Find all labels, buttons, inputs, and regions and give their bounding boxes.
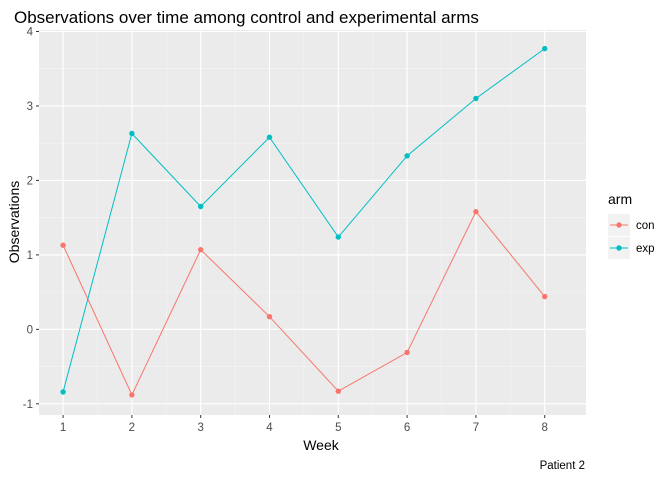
data-point-con <box>404 349 410 356</box>
chart-title: Observations over time among control and… <box>14 8 479 27</box>
x-tick-label: 5 <box>335 422 341 434</box>
data-point-con <box>129 392 135 398</box>
y-axis-ticks: -1 0 1 2 3 4 <box>23 26 39 411</box>
data-point-exp <box>542 45 548 52</box>
series-points <box>60 45 548 398</box>
data-point-con <box>266 314 273 320</box>
x-tick-label: 7 <box>473 422 479 434</box>
y-tick-label: 1 <box>27 250 33 262</box>
data-point-exp <box>266 134 273 140</box>
x-axis-ticks: 1 2 3 4 5 6 7 8 <box>60 415 548 434</box>
data-point-exp <box>129 130 135 137</box>
data-point-con <box>60 242 66 248</box>
legend: arm con exp <box>608 191 655 259</box>
data-point-exp <box>335 234 342 240</box>
x-tick-label: 8 <box>542 422 548 434</box>
data-point-con <box>473 209 479 215</box>
data-point-exp <box>473 95 479 102</box>
data-point-exp <box>404 153 410 159</box>
y-axis-title: Observations <box>6 181 22 263</box>
series-line-exp <box>62 48 546 393</box>
series-line-con <box>62 210 546 397</box>
y-tick-label: 2 <box>27 175 33 187</box>
legend-label-exp: exp <box>636 243 655 255</box>
x-tick-label: 4 <box>266 422 273 434</box>
caption: Patient 2 <box>540 460 585 472</box>
y-tick-label: -1 <box>23 399 33 411</box>
x-axis-title: Week <box>303 437 340 453</box>
legend-key-point-exp <box>616 245 622 251</box>
x-tick-label: 3 <box>197 422 203 434</box>
y-tick-label: 0 <box>27 324 33 336</box>
x-tick-label: 6 <box>404 422 410 434</box>
x-tick-label: 2 <box>129 422 135 434</box>
legend-label-con: con <box>636 220 655 232</box>
series-lines <box>62 48 546 397</box>
data-point-exp <box>60 389 66 395</box>
data-point-con <box>542 293 548 300</box>
plot-panel <box>39 30 586 415</box>
x-tick-label: 1 <box>60 422 66 434</box>
data-point-con <box>197 246 204 253</box>
data-point-con <box>335 388 342 394</box>
legend-key-point-con <box>616 222 622 228</box>
minor-gridlines <box>39 30 586 415</box>
major-gridlines <box>39 30 586 415</box>
y-tick-label: 4 <box>27 26 34 38</box>
legend-title: arm <box>608 191 632 207</box>
data-point-exp <box>197 203 204 210</box>
y-tick-label: 3 <box>27 101 33 113</box>
